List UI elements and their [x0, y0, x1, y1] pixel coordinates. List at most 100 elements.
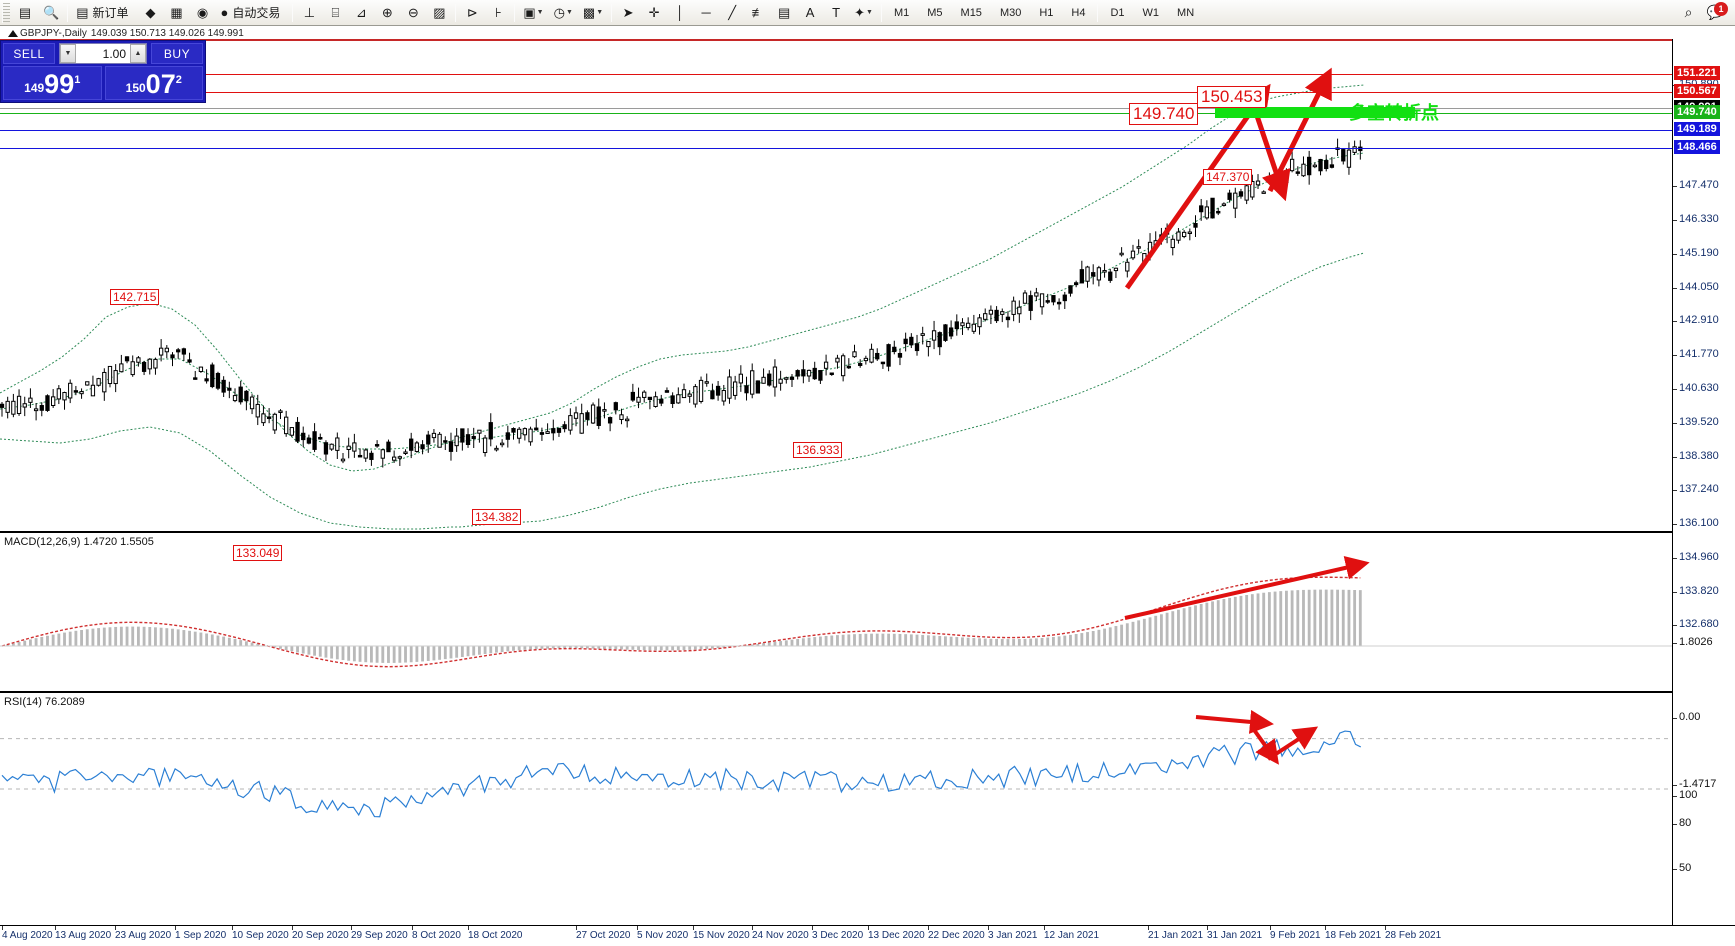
timeframe-w1[interactable]: W1 — [1142, 6, 1160, 19]
price-badge-150.567[interactable]: 150.567 — [1674, 84, 1720, 98]
timeframe-h1[interactable]: H1 — [1039, 6, 1054, 19]
timeframe-m1[interactable]: M1 — [893, 6, 910, 19]
price-tick-133.820: 133.820 — [1673, 585, 1719, 597]
volume-decrease-button[interactable]: ▼ — [60, 44, 76, 63]
rsi-tick-80: 80 — [1673, 817, 1691, 829]
price-badge-149.189[interactable]: 149.189 — [1674, 122, 1720, 136]
new-chart-icon[interactable]: ▤ — [13, 2, 37, 24]
bar-chart-icon[interactable]: ⊥ — [297, 2, 321, 24]
horizontal-line-icon[interactable]: ─ — [694, 2, 718, 24]
auto-scroll-icon[interactable]: ⊳ — [460, 2, 484, 24]
signals-icon[interactable]: ▦ — [165, 2, 189, 24]
indicators-icon[interactable]: ▣ ▼ — [519, 2, 547, 24]
date-label-21-jan-2021: 21 Jan 2021 — [1148, 930, 1204, 941]
price-level-150.567[interactable] — [0, 92, 1672, 93]
chevron-down-icon[interactable]: ▼ — [866, 9, 873, 16]
date-label-5-nov-2020: 5 Nov 2020 — [637, 930, 689, 941]
sell-price-display[interactable]: 149 99 1 — [3, 66, 102, 100]
date-label-12-jan-2021: 12 Jan 2021 — [1044, 930, 1100, 941]
price-badge-148.466[interactable]: 148.466 — [1674, 140, 1720, 154]
text-icon[interactable]: A — [798, 2, 822, 24]
search-icon[interactable]: ⌕ — [1684, 4, 1693, 20]
volume-value[interactable]: 1.00 — [102, 46, 126, 61]
macd-label: MACD(12,26,9) 1.4720 1.5505 — [4, 536, 154, 548]
zoom-in-icon[interactable]: ⊕ — [375, 2, 399, 24]
price-level-151.221[interactable] — [0, 74, 1672, 75]
chart-shift-icon[interactable]: ⊦ — [486, 2, 510, 24]
price-tick-134.960: 134.960 — [1673, 551, 1719, 563]
tile-windows-icon[interactable]: ▨ — [427, 2, 451, 24]
timeframe-d1[interactable]: D1 — [1110, 6, 1125, 19]
volume-increase-button[interactable]: ▲ — [130, 44, 146, 63]
price-badge-151.221[interactable]: 151.221 — [1674, 66, 1720, 80]
buy-button[interactable]: BUY — [151, 43, 203, 64]
anno-150453[interactable]: 150.453 — [1197, 86, 1267, 108]
rsi-pane[interactable]: RSI(14) 76.2089 — [0, 691, 1672, 877]
anno-136933[interactable]: 136.933 — [793, 442, 843, 458]
anno-149740[interactable]: 149.740 — [1129, 103, 1199, 125]
templates-icon[interactable]: ▩ ▼ — [579, 2, 607, 24]
volume-stepper[interactable]: ▼ 1.00 ▲ — [59, 43, 147, 64]
price-level-149.189[interactable] — [0, 130, 1672, 131]
anno-turning-point[interactable]: 多空转折点 — [1349, 103, 1439, 123]
date-axis[interactable]: 4 Aug 2020 13 Aug 2020 23 Aug 2020 1 Sep 20… — [0, 925, 1735, 946]
date-label-29-sep-2020: 29 Sep 2020 — [351, 930, 408, 941]
horizontal-line-icon: ─ — [701, 5, 711, 20]
chevron-down-icon[interactable]: ▼ — [565, 9, 573, 16]
market-watch-icon[interactable]: 🔍 — [39, 2, 63, 24]
anno-147370[interactable]: 147.370 — [1203, 169, 1253, 185]
trendline-icon: ╱ — [728, 4, 737, 20]
line-chart-icon[interactable]: ⊿ — [349, 2, 373, 24]
price-axis[interactable]: 150.890147.470146.330145.190144.050142.9… — [1672, 39, 1735, 925]
timeframe-h4[interactable]: H4 — [1071, 6, 1086, 19]
chevron-down-icon[interactable]: ▼ — [596, 9, 604, 16]
metaeditor-icon[interactable]: ◆ — [139, 2, 163, 24]
periods-icon[interactable]: ◷ ▼ — [550, 2, 577, 24]
date-label-20-sep-2020: 20 Sep 2020 — [292, 930, 349, 941]
price-tick-144.050: 144.050 — [1673, 281, 1719, 293]
chevron-down-icon[interactable]: ▼ — [536, 9, 544, 16]
anno-133049[interactable]: 133.049 — [233, 545, 283, 561]
zoom-in-icon: ⊕ — [381, 4, 393, 20]
buy-price-display[interactable]: 150 07 2 — [104, 66, 203, 100]
anno-142715[interactable]: 142.715 — [110, 289, 160, 305]
crosshair-icon[interactable]: ✛ — [642, 2, 666, 24]
trendline-icon[interactable]: ╱ — [720, 2, 744, 24]
timeframe-m5[interactable]: M5 — [927, 6, 943, 19]
shapes-icon[interactable]: ✦ ▼ — [850, 2, 877, 24]
cursor-icon[interactable]: ➤ — [616, 2, 640, 24]
text-label-icon[interactable]: T — [824, 2, 848, 24]
timeframe-mn[interactable]: MN — [1177, 6, 1195, 19]
price-level-148.466[interactable] — [0, 148, 1672, 149]
one-click-trading-panel[interactable]: SELL ▼ 1.00 ▲ BUY 149 99 1 150 07 2 — [0, 40, 206, 103]
rsi-tick-100: 100 — [1673, 789, 1697, 801]
market-icon[interactable]: ◉ — [191, 2, 215, 24]
symbol-ohlc: 149.039 150.713 149.026 149.991 — [90, 27, 244, 39]
date-tickmark — [351, 926, 352, 930]
fibonacci-icon[interactable]: ▤ — [772, 2, 796, 24]
date-tickmark — [637, 926, 638, 930]
chart-canvas[interactable]: 142.715 133.049 134.382 136.933 150.453 149.7… — [0, 39, 1672, 925]
buy-price-sup: 2 — [175, 74, 182, 86]
zoom-out-icon[interactable]: ⊖ — [401, 2, 425, 24]
macd-tick-1.8026: 1.8026 — [1673, 636, 1713, 648]
candlestick-chart-icon[interactable]: ⌸ — [323, 2, 347, 24]
timeframe-m30[interactable]: M30 — [999, 6, 1022, 19]
new-order-icon[interactable]: ▤ 新订单 — [72, 2, 136, 24]
price-badge-149.740[interactable]: 149.740 — [1674, 105, 1720, 119]
chart-scroll-marker — [8, 30, 18, 37]
macd-pane[interactable]: MACD(12,26,9) 1.4720 1.5505 — [0, 531, 1672, 686]
price-level-149.991[interactable] — [0, 108, 1672, 109]
autotrading-icon[interactable]: ● 自动交易 — [217, 2, 289, 24]
anno-134382[interactable]: 134.382 — [472, 509, 522, 525]
date-tickmark — [1148, 926, 1149, 930]
vertical-line-icon[interactable]: │ — [668, 2, 692, 24]
price-pane[interactable]: 142.715 133.049 134.382 136.933 150.453 149.7… — [0, 41, 1672, 561]
sell-button[interactable]: SELL — [3, 43, 55, 64]
equidistant-channel-icon[interactable]: ≢ — [746, 2, 770, 24]
price-level-149.740[interactable] — [0, 113, 1672, 114]
price-tick-146.330: 146.330 — [1673, 213, 1719, 225]
cursor-icon: ➤ — [622, 4, 634, 20]
notifications-icon[interactable]: 💬1 — [1703, 1, 1728, 24]
timeframe-m15[interactable]: M15 — [960, 6, 982, 19]
